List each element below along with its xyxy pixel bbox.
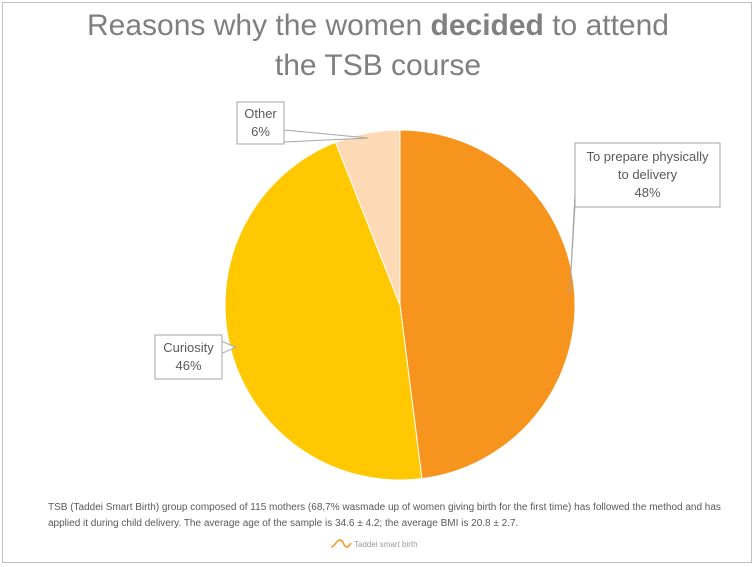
title-emphasis: decided [430,9,544,42]
callout-box-2 [236,101,285,145]
slice-label-1-line-0: Curiosity [163,340,214,355]
slice-label-0-line-2: 48% [634,185,660,200]
pie-callouts: To prepare physically to delivery 48% Curio… [154,101,721,380]
callout-box-0 [574,142,721,208]
footnote: TSB (Taddei Smart Birth) group composed … [48,502,721,529]
pie-slices [224,129,576,481]
logo-text: Taddei smart birth [354,539,418,549]
slice-label-0-line-0: To prepare physically [586,149,709,164]
callout-pointer-1 [221,340,237,354]
pie-slice-2 [334,129,401,306]
callout-pointer-2 [283,129,369,143]
chart-title: Reasons why the women decided to attend … [0,6,756,86]
title-text-part2: to attend [543,9,669,42]
slice-label-2-line-0: Other [244,106,277,121]
slice-label-1-line-1: 46% [175,358,201,373]
logo: Taddei smart birth [330,538,418,550]
pie-slice-0 [399,129,576,480]
slice-label-2-line-1: 6% [251,124,270,139]
title-line2: the TSB course [274,49,482,82]
slice-label-0-line-1: to delivery [618,167,678,182]
logo-wave-icon [330,539,352,548]
callout-box-1 [154,334,223,380]
title-text-part1: Reasons why the women [87,9,431,42]
